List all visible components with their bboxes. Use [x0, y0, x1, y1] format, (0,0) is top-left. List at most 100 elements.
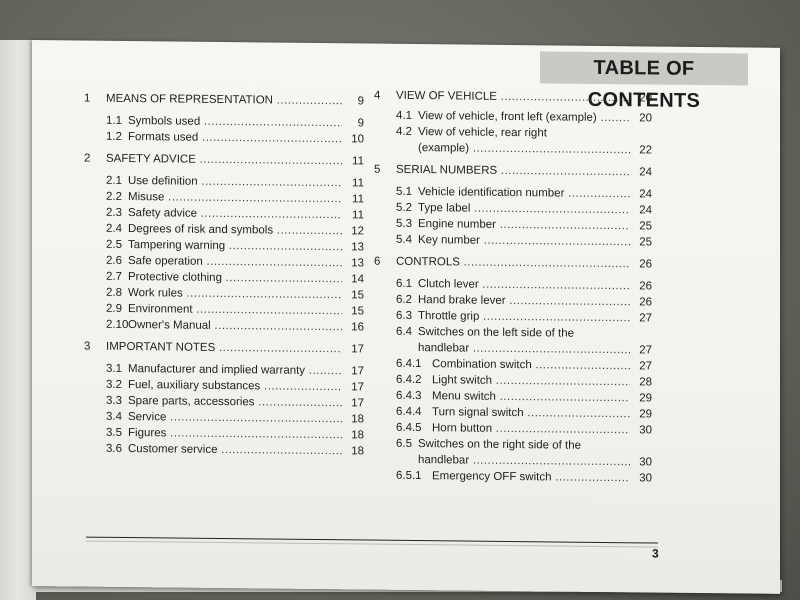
- dot-leader: ........................................…: [499, 390, 630, 405]
- toc-entry: Light switch ...........................…: [432, 374, 630, 388]
- toc-number: 3.1: [106, 362, 122, 375]
- toc-page-number: 16: [351, 321, 364, 334]
- toc-page-number: 24: [639, 204, 652, 217]
- dot-leader: ........................................…: [186, 287, 342, 302]
- dot-leader: ........................................…: [228, 240, 342, 254]
- toc-title: Engine number: [418, 218, 496, 231]
- toc-title: SERIAL NUMBERS: [396, 163, 498, 177]
- toc-number: 6: [374, 255, 381, 268]
- dot-leader: ........................................…: [221, 443, 342, 458]
- dot-leader: ........................................…: [218, 341, 342, 356]
- toc-entry: Use definition .........................…: [128, 175, 342, 189]
- toc-page-number: 22: [639, 144, 652, 157]
- toc-entry: Formats used ...........................…: [128, 131, 342, 145]
- toc-entry: SERIAL NUMBERS .........................…: [396, 164, 630, 178]
- toc-title: Switches on the left side of the: [418, 326, 574, 340]
- toc-entry: Symbols used ...........................…: [128, 115, 342, 129]
- toc-page-number: 28: [639, 376, 652, 389]
- toc-number: 6.5: [396, 437, 412, 450]
- toc-page-number: 24: [639, 166, 652, 179]
- toc-entry: Spare parts, accessories ...............…: [128, 395, 342, 409]
- toc-title: Turn signal switch: [432, 406, 524, 420]
- toc-title: Figures: [128, 427, 167, 440]
- dot-leader: ........................................…: [200, 207, 342, 222]
- toc-number: 2.1: [106, 174, 122, 187]
- dot-leader: ........................................…: [472, 142, 630, 157]
- toc-title: Symbols used: [128, 115, 201, 128]
- toc-title: Tampering warning: [128, 239, 226, 253]
- toc-page-number: 15: [351, 289, 364, 302]
- toc-page-number: 11: [352, 209, 364, 222]
- toc-entry: Menu switch ............................…: [432, 390, 630, 404]
- toc-entry: IMPORTANT NOTES ........................…: [106, 341, 342, 355]
- toc-number: 5.4: [396, 233, 412, 246]
- toc-number: 6.4: [396, 325, 412, 338]
- toc-page-number: 17: [351, 365, 364, 378]
- facing-page-edge: [0, 40, 36, 600]
- toc-page-number: 13: [351, 257, 364, 270]
- toc-number: 5: [374, 163, 381, 176]
- dot-leader: ........................................…: [568, 187, 630, 201]
- dot-leader: ........................................…: [483, 310, 630, 325]
- toc-number: 5.2: [396, 201, 412, 214]
- toc-number: 3.2: [106, 378, 122, 391]
- toc-page-number: 25: [639, 220, 652, 233]
- toc-page-number: 18: [351, 445, 364, 458]
- toc-title: View of vehicle, front left (example): [418, 110, 597, 124]
- toc-entry: Emergency OFF switch ...................…: [432, 470, 630, 484]
- toc-page-number: 27: [639, 344, 652, 357]
- toc-entry: Switches on the right side of the: [418, 438, 652, 452]
- manual-page: TABLE OF CONTENTS 1 MEANS OF REPRESENTATI…: [32, 40, 780, 594]
- toc-number: 3.5: [106, 426, 122, 439]
- toc-page-number: 18: [351, 413, 364, 426]
- toc-title: Degrees of risk and symbols: [128, 223, 274, 237]
- toc-title: Work rules: [128, 287, 183, 300]
- toc-section-row: 6.5.1 Emergency OFF switch ..............…: [374, 470, 652, 489]
- dot-leader: ........................................…: [170, 427, 342, 442]
- toc-page-number: 17: [351, 343, 364, 356]
- toc-number: 6.3: [396, 309, 412, 322]
- toc-page-number: 26: [639, 296, 652, 309]
- toc-number: 6.5.1: [396, 469, 422, 483]
- toc-title: IMPORTANT NOTES: [106, 340, 216, 354]
- toc-chapter-row: 6 CONTROLS ..............................…: [374, 256, 652, 275]
- toc-page-number: 10: [351, 133, 364, 146]
- toc-entry: Service ................................…: [128, 411, 342, 425]
- toc-entry: SAFETY ADVICE ..........................…: [106, 153, 342, 167]
- toc-section-row: 2.10 Owner's Manual .....................…: [84, 319, 364, 338]
- toc-page-number: 25: [639, 236, 652, 249]
- toc-entry: Switches on the left side of the: [418, 326, 652, 340]
- dot-leader: ........................................…: [474, 202, 630, 217]
- toc-page-number: 20: [639, 92, 652, 105]
- dot-leader: ........................................…: [276, 94, 342, 108]
- toc-number: 6.2: [396, 293, 412, 306]
- toc-number: 1: [84, 92, 91, 105]
- toc-title: Formats used: [128, 131, 199, 144]
- toc-title: Use definition: [128, 175, 198, 188]
- footer-rule: [86, 536, 658, 544]
- toc-entry: Misuse .................................…: [128, 191, 342, 205]
- dot-leader: ........................................…: [495, 374, 630, 389]
- dot-leader: ........................................…: [509, 294, 630, 309]
- toc-entry: Vehicle identification number ..........…: [418, 186, 630, 200]
- toc-page-number: 30: [639, 472, 652, 485]
- toc-number: 2: [84, 152, 91, 165]
- toc-number: 2.8: [106, 286, 122, 299]
- dot-leader: ........................................…: [199, 153, 342, 168]
- toc-page-number: 12: [351, 225, 364, 238]
- toc-entry: Protective clothing ....................…: [128, 271, 342, 285]
- toc-entry: View of vehicle, front left (example) ..…: [418, 110, 630, 124]
- toc-title: MEANS OF REPRESENTATION: [106, 92, 273, 107]
- toc-entry: Customer service .......................…: [128, 443, 342, 457]
- dot-leader: ........................................…: [225, 272, 342, 286]
- dot-leader: ........................................…: [214, 319, 342, 334]
- toc-chapter-row: 5 SERIAL NUMBERS ........................…: [374, 164, 652, 183]
- toc-entry: Figures ................................…: [128, 427, 342, 441]
- dot-leader: ........................................…: [495, 422, 630, 437]
- toc-title: Combination switch: [432, 358, 532, 372]
- toc-title: Menu switch: [432, 390, 496, 403]
- dot-leader: ........................................…: [472, 342, 630, 357]
- dot-leader: ........................................…: [202, 131, 342, 146]
- toc-entry: Clutch lever ...........................…: [418, 278, 630, 292]
- dot-leader: ........................................…: [463, 256, 630, 271]
